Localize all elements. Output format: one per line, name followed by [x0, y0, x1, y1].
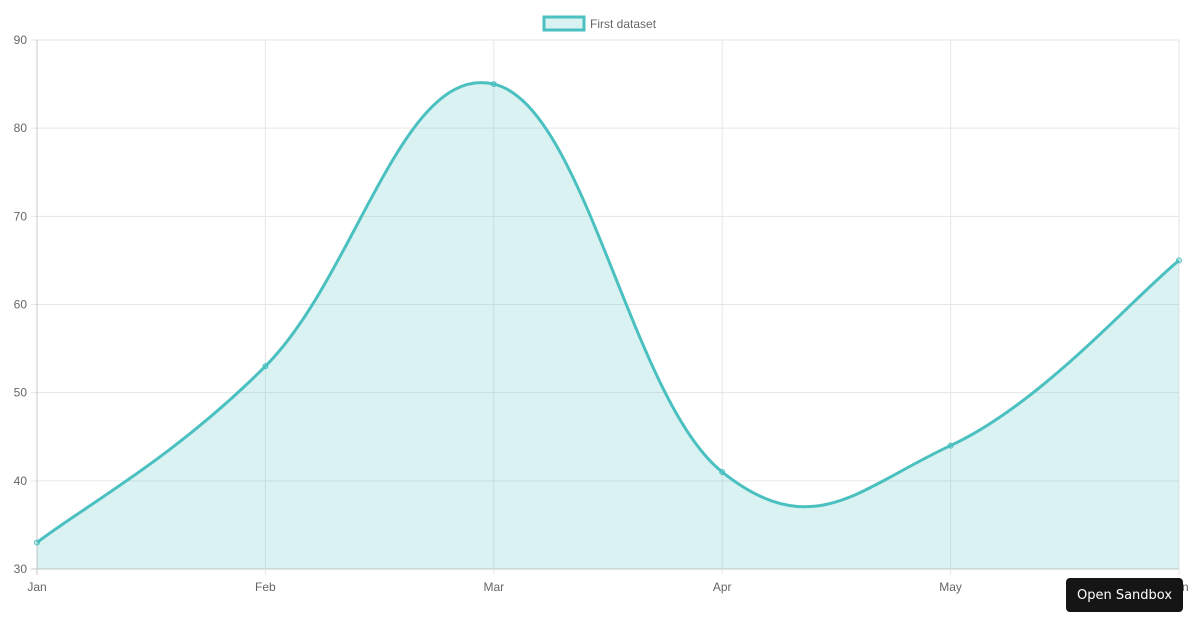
y-tick-label: 50: [14, 386, 28, 400]
legend[interactable]: First dataset: [542, 15, 657, 32]
data-point[interactable]: [262, 363, 269, 370]
legend-swatch-icon: [542, 15, 586, 32]
x-tick-label: Mar: [483, 580, 504, 594]
y-tick-label: 70: [14, 209, 28, 223]
data-point[interactable]: [490, 81, 497, 88]
data-point[interactable]: [34, 539, 40, 546]
x-tick-label: Feb: [255, 580, 276, 594]
data-point[interactable]: [1176, 257, 1182, 264]
y-tick-label: 60: [14, 298, 28, 312]
grid-lines: [31, 39, 1180, 575]
open-sandbox-button[interactable]: Open Sandbox: [1066, 578, 1183, 612]
x-tick-label: Jan: [27, 580, 46, 594]
y-tick-label: 80: [14, 121, 28, 135]
data-points[interactable]: [34, 81, 1182, 546]
y-axis-ticks: 30 40 50 60 70 80 90: [14, 33, 28, 576]
x-axis-ticks: JanFebMarAprMayJun: [27, 580, 1188, 594]
y-tick-label: 30: [14, 562, 28, 576]
series-line: [36, 81, 1180, 544]
data-point[interactable]: [719, 469, 726, 476]
series-area-fill: [37, 82, 1179, 569]
x-tick-label: May: [939, 580, 962, 594]
y-tick-label: 90: [14, 33, 28, 47]
data-point[interactable]: [947, 442, 954, 449]
y-tick-label: 40: [14, 474, 28, 488]
x-tick-label: Apr: [713, 580, 732, 594]
legend-label[interactable]: First dataset: [590, 17, 657, 31]
